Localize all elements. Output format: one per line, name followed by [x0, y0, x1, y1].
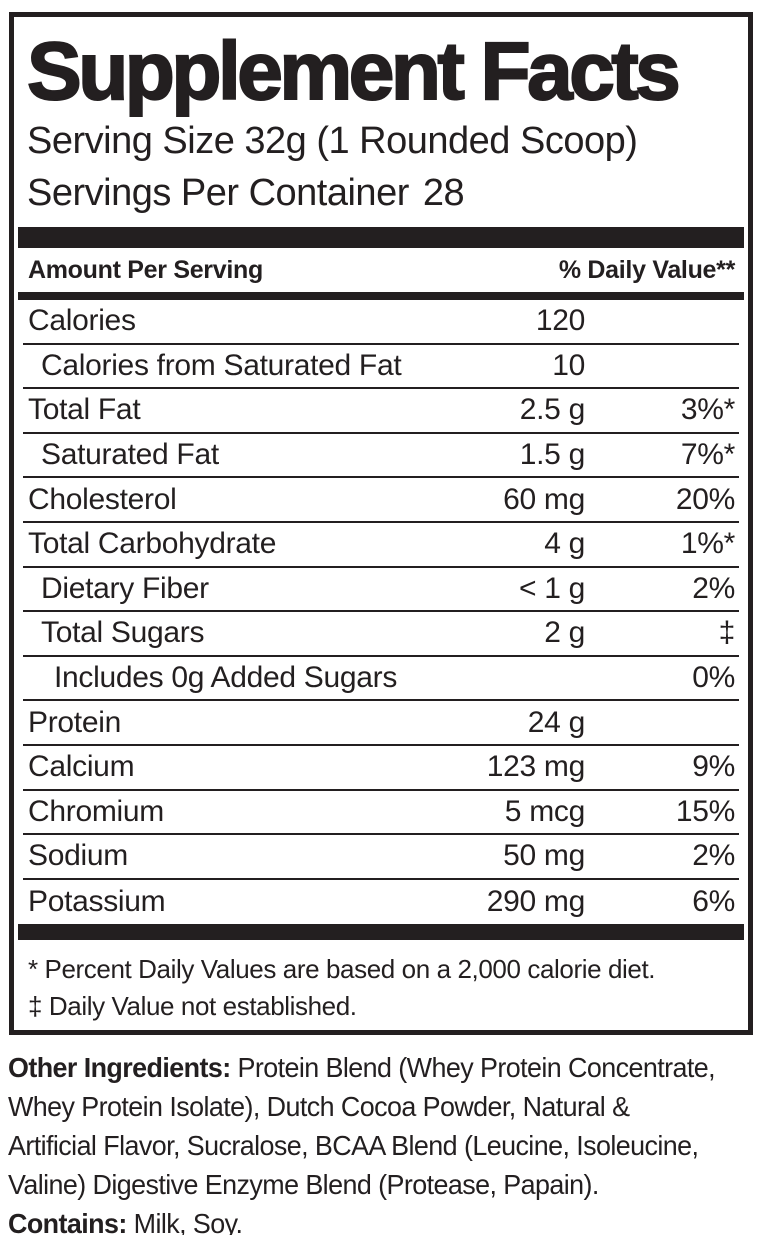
nutrient-amount: < 1 g: [518, 571, 585, 605]
table-row: Calories 120: [23, 300, 739, 345]
nutrient-name: Calcium: [28, 750, 135, 784]
divider-medium-bar: [18, 292, 744, 300]
ingredients-line: Valine) Digestive Enzyme Blend (Protease…: [8, 1169, 599, 1200]
nutrient-name: Cholesterol: [28, 482, 177, 516]
table-row: Protein 24 g: [23, 701, 739, 746]
nutrient-daily-value: 6%: [692, 885, 735, 919]
ingredients-line: Contains: Milk, Soy.: [8, 1204, 732, 1235]
table-row: Potassium 290 mg 6%: [23, 880, 739, 925]
table-row: Includes 0g Added Sugars 0%: [23, 657, 739, 702]
table-row: Dietary Fiber < 1 g 2%: [23, 568, 739, 613]
servings-per-container: Servings Per Container 28: [23, 167, 739, 219]
column-header-row: Amount Per Serving % Daily Value**: [23, 248, 739, 292]
footnotes: * Percent Daily Values are based on a 2,…: [23, 940, 739, 1025]
ingredients-line: Artificial Flavor, Sucralose, BCAA Blend…: [8, 1130, 699, 1161]
table-row: Total Carbohydrate 4 g 1%*: [23, 523, 739, 568]
nutrient-daily-value: 2%: [692, 571, 735, 605]
nutrient-amount: 123 mg: [486, 750, 586, 784]
serving-size: Serving Size 32g (1 Rounded Scoop): [27, 120, 638, 162]
nutrient-amount: 2 g: [544, 616, 585, 650]
table-row: Total Fat 2.5 g 3%*: [23, 389, 739, 434]
nutrient-name: Dietary Fiber: [41, 571, 209, 605]
nutrient-daily-value: ‡: [718, 616, 736, 650]
nutrient-amount: 1.5 g: [519, 438, 586, 472]
nutrient-name: Calories: [28, 304, 136, 338]
ingredients-bold-label: Other Ingredients:: [8, 1052, 231, 1083]
nutrient-daily-value: 2%: [692, 839, 735, 873]
table-row: Calories from Saturated Fat 10: [23, 345, 739, 390]
nutrient-name: Saturated Fat: [41, 438, 219, 472]
divider-bottom-bar: [18, 924, 744, 941]
nutrient-daily-value: 15%: [675, 794, 735, 828]
nutrient-name: Total Carbohydrate: [28, 527, 277, 561]
nutrient-rows: Calories 120 Calories from Saturated Fat 10…: [23, 300, 739, 924]
ingredients-line: Whey Protein Isolate), Dutch Cocoa Powde…: [8, 1091, 630, 1122]
nutrient-amount: 24 g: [527, 705, 586, 739]
nutrient-name: Protein: [28, 705, 121, 739]
nutrient-daily-value: 1%*: [680, 527, 735, 561]
nutrient-amount: 4 g: [544, 527, 585, 561]
table-row: Chromium 5 mcg 15%: [23, 791, 739, 836]
nutrient-amount: 120: [535, 304, 585, 338]
nutrient-daily-value: 3%*: [680, 393, 735, 427]
servings-per-container-label: Servings Per Container: [27, 172, 409, 214]
nutrient-daily-value: 20%: [675, 482, 735, 516]
table-row: Calcium 123 mg 9%: [23, 746, 739, 791]
nutrient-daily-value: 9%: [692, 750, 735, 784]
table-row: Cholesterol 60 mg 20%: [23, 478, 739, 523]
nutrient-name: Chromium: [28, 794, 164, 828]
nutrient-name: Total Sugars: [41, 616, 205, 650]
amount-per-serving-header: Amount Per Serving: [28, 255, 263, 284]
daily-value-header: % Daily Value**: [558, 255, 735, 284]
servings-per-container-value: 28: [422, 172, 465, 214]
ingredients-bold-label: Contains:: [8, 1208, 127, 1235]
footnote-line: * Percent Daily Values are based on a 2,…: [28, 954, 656, 985]
footnote-line: ‡ Daily Value not established.: [28, 991, 357, 1022]
table-row: Saturated Fat 1.5 g 7%*: [23, 434, 739, 479]
nutrient-name: Includes 0g Added Sugars: [54, 661, 398, 695]
nutrient-amount: 60 mg: [503, 482, 585, 516]
other-ingredients: Other Ingredients: Protein Blend (Whey P…: [8, 1048, 762, 1235]
nutrient-name: Total Fat: [28, 393, 141, 427]
nutrient-name: Calories from Saturated Fat: [41, 348, 402, 382]
ingredients-line: Other Ingredients: Protein Blend (Whey P…: [8, 1052, 716, 1083]
nutrient-amount: 290 mg: [486, 885, 586, 919]
nutrient-name: Sodium: [28, 839, 128, 873]
supplement-facts-panel: Supplement Facts Serving Size 32g (1 Rou…: [9, 12, 753, 1035]
nutrient-daily-value: 0%: [692, 661, 735, 695]
nutrient-amount: 10: [552, 348, 585, 382]
divider-thick-bar: [18, 227, 744, 248]
table-row: Sodium 50 mg 2%: [23, 835, 739, 880]
nutrient-daily-value: 7%*: [680, 438, 735, 472]
panel-title: Supplement Facts: [26, 26, 682, 117]
nutrient-name: Potassium: [28, 885, 166, 919]
table-row: Total Sugars 2 g ‡: [23, 612, 739, 657]
nutrient-amount: 50 mg: [503, 839, 585, 873]
nutrient-amount: 5 mcg: [504, 794, 586, 828]
nutrient-amount: 2.5 g: [519, 393, 586, 427]
